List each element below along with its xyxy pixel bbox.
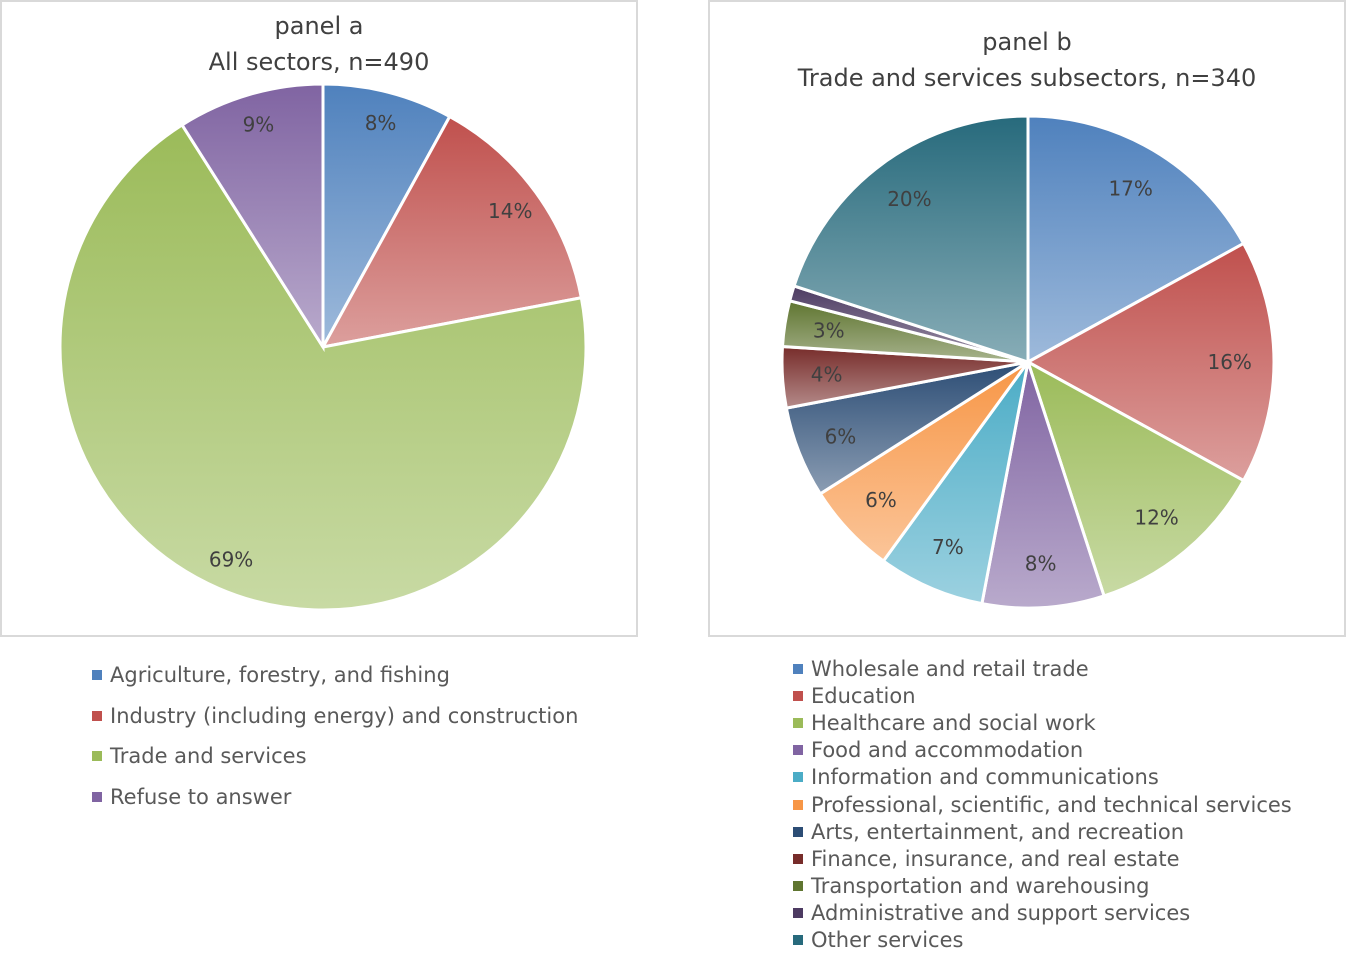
- pie-slice-a-1: [320, 114, 584, 350]
- pie-slice-b-1: [1024, 241, 1276, 483]
- legend-label-b-7: Finance, insurance, and real estate: [811, 846, 1180, 871]
- legend-item-b-0: Wholesale and retail trade: [793, 655, 1292, 682]
- chart-title-b-line2: Trade and services subsectors, n=340: [797, 64, 1257, 92]
- chart-title-a-line1: panel a: [274, 12, 364, 40]
- pie-slice-b-3: [980, 361, 1106, 610]
- legend-swatch-b-1: [793, 690, 803, 701]
- legend-swatch-a-2: [92, 751, 102, 762]
- panel-b: panel b Trade and services subsectors, n…: [708, 0, 1346, 637]
- data-label-b-7: 4%: [811, 363, 843, 387]
- data-label-b-0: 17%: [1108, 176, 1152, 200]
- pie-chart-a: 8% 14% 69% 9%: [58, 82, 588, 612]
- data-label-b-1: 16%: [1207, 350, 1251, 374]
- legend-swatch-a-1: [92, 710, 102, 721]
- legend-swatch-b-4: [793, 772, 803, 783]
- legend-a: Agriculture, forestry, and fishing Indust…: [92, 655, 578, 817]
- legend-item-a-2: Trade and services: [92, 736, 578, 777]
- legend-item-b-2: Healthcare and social work: [793, 709, 1292, 736]
- panel-a: panel a All sectors, n=490 8% 14% 69% 9%: [0, 0, 638, 637]
- legend-swatch-b-7: [793, 853, 803, 864]
- legend-swatch-b-3: [793, 745, 803, 756]
- pie-slice-b-10: [792, 114, 1030, 365]
- legend-item-a-1: Industry (including energy) and construc…: [92, 696, 578, 737]
- pie-slice-a-0: [321, 82, 452, 348]
- legend-item-b-4: Information and communications: [793, 764, 1292, 791]
- pie-chart-b: 17% 16% 12% 8% 7% 6% 6% 4% 3% 20%: [780, 114, 1276, 610]
- legend-label-b-4: Information and communications: [811, 765, 1159, 790]
- pie-slice-b-0: [1026, 114, 1246, 365]
- legend-b: Wholesale and retail trade Education Healt…: [793, 655, 1292, 954]
- legend-swatch-b-2: [793, 717, 803, 728]
- legend-label-b-2: Healthcare and social work: [811, 710, 1096, 735]
- data-label-b-10: 20%: [887, 187, 931, 211]
- legend-item-b-9: Administrative and support services: [793, 900, 1292, 927]
- legend-label-b-9: Administrative and support services: [811, 901, 1191, 926]
- data-label-b-4: 7%: [932, 535, 964, 559]
- legend-swatch-b-8: [793, 881, 803, 892]
- legend-label-a-1: Industry (including energy) and construc…: [110, 703, 579, 728]
- pie-slice-a-2: [58, 122, 588, 612]
- data-label-b-3: 8%: [1025, 551, 1057, 575]
- chart-title-b: panel b Trade and services subsectors, n…: [710, 24, 1344, 96]
- legend-item-b-10: Other services: [793, 927, 1292, 954]
- data-label-b-6: 6%: [825, 424, 857, 448]
- data-label-b-5: 6%: [865, 488, 897, 512]
- legend-label-b-6: Arts, entertainment, and recreation: [811, 819, 1185, 844]
- data-label-a-2: 69%: [209, 547, 253, 571]
- legend-label-b-5: Professional, scientific, and technical …: [811, 792, 1292, 817]
- legend-item-b-1: Education: [793, 682, 1292, 709]
- pie-slice-b-2: [1025, 358, 1246, 598]
- chart-title-b-line1: panel b: [982, 28, 1072, 56]
- chart-title-a: panel a All sectors, n=490: [2, 8, 636, 80]
- legend-label-a-0: Agriculture, forestry, and fishing: [110, 663, 450, 688]
- legend-swatch-b-5: [793, 799, 803, 810]
- legend-swatch-b-6: [793, 826, 803, 837]
- pie-slice-b-4: [881, 361, 1030, 606]
- legend-swatch-b-9: [793, 908, 803, 919]
- data-label-a-3: 9%: [243, 113, 275, 137]
- legend-swatch-b-10: [793, 935, 803, 946]
- legend-label-b-0: Wholesale and retail trade: [811, 656, 1089, 681]
- legend-item-b-7: Finance, insurance, and real estate: [793, 845, 1292, 872]
- legend-label-a-2: Trade and services: [110, 744, 307, 769]
- legend-label-b-8: Transportation and warehousing: [811, 874, 1150, 899]
- legend-label-a-3: Refuse to answer: [110, 784, 292, 809]
- legend-item-a-0: Agriculture, forestry, and fishing: [92, 655, 578, 696]
- pie-slice-a-3: [180, 82, 325, 353]
- legend-item-b-5: Professional, scientific, and technical …: [793, 791, 1292, 818]
- legend-item-b-3: Food and accommodation: [793, 737, 1292, 764]
- legend-swatch-a-3: [92, 791, 102, 802]
- data-label-a-1: 14%: [488, 199, 532, 223]
- legend-swatch-a-0: [92, 670, 102, 681]
- legend-label-b-1: Education: [811, 683, 916, 708]
- legend-item-b-6: Arts, entertainment, and recreation: [793, 818, 1292, 845]
- legend-item-a-3: Refuse to answer: [92, 777, 578, 818]
- data-label-b-2: 12%: [1134, 505, 1178, 529]
- legend-item-b-8: Transportation and warehousing: [793, 873, 1292, 900]
- data-label-b-8: 3%: [813, 318, 845, 342]
- legend-label-b-10: Other services: [811, 928, 964, 953]
- legend-label-b-3: Food and accommodation: [811, 738, 1084, 763]
- data-label-a-0: 8%: [365, 111, 397, 135]
- legend-swatch-b-0: [793, 663, 803, 674]
- chart-title-a-line2: All sectors, n=490: [208, 48, 430, 76]
